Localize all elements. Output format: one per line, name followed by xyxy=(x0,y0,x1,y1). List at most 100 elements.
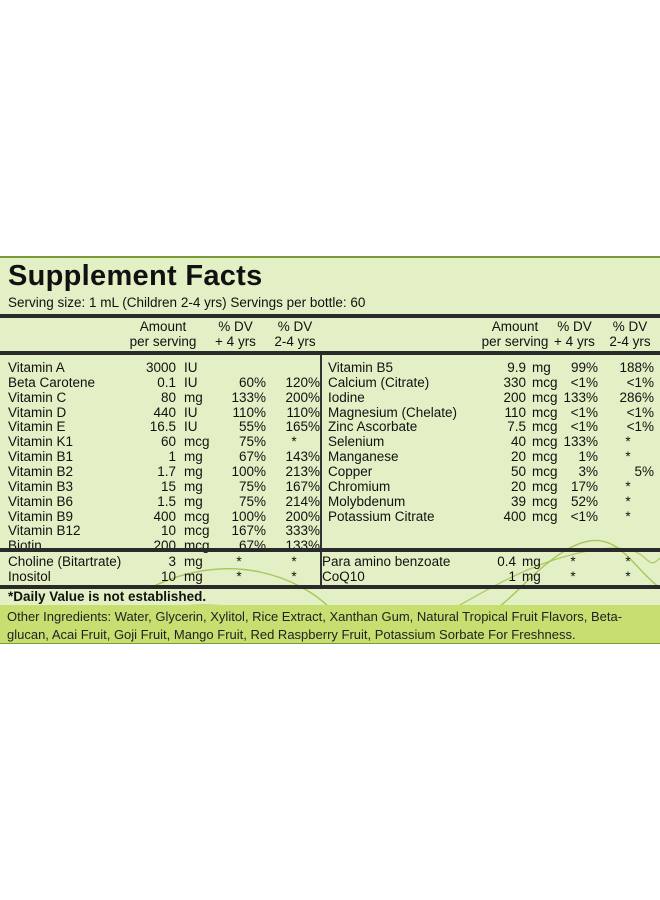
nutrient-dv-4yrs: 67% xyxy=(238,449,266,465)
nutrient-dv-2-4yrs: 286% xyxy=(619,389,654,405)
nutrient-dv-4yrs: 1% xyxy=(578,449,598,465)
nutrient-amount: 3000 xyxy=(145,360,176,375)
nutrient-dv-2-4yrs: 200% xyxy=(285,508,320,524)
nutrient-dv-4yrs: 133% xyxy=(231,389,266,405)
nutrient-unit: mcg xyxy=(532,449,558,465)
nutrient-row: Selenium 40 mcg 133% * xyxy=(0,434,660,449)
nutrient-name: Vitamin B9 xyxy=(8,508,74,524)
nutrient-row: Vitamin A 3000 IU xyxy=(0,360,660,375)
nutrient-unit: mcg xyxy=(532,419,558,435)
header-dv-2-4yrs: % DV 2-4 yrs xyxy=(274,319,316,349)
nutrient-dv-2-4yrs: * xyxy=(625,569,631,584)
nutrient-unit: mg xyxy=(184,478,203,494)
nutrient-amount: 1 xyxy=(168,449,176,465)
nutrient-row: Vitamin B12 10 mcg 167% 333% xyxy=(0,523,660,538)
nutrient-dv-4yrs: <1% xyxy=(570,374,598,390)
nutrient-dv-4yrs: 75% xyxy=(238,434,266,450)
nutrient-row: Copper 50 mcg 3% 5% xyxy=(0,464,660,479)
panel-title: Supplement Facts xyxy=(8,260,263,292)
nutrient-amount: 0.4 xyxy=(497,554,516,569)
nutrient-amount: 10 xyxy=(160,569,176,584)
nutrient-unit: mg xyxy=(532,360,551,375)
nutrient-row: Vitamin E 16.5 IU 55% 165% xyxy=(0,419,660,434)
nutrient-dv-2-4yrs: * xyxy=(291,554,297,569)
nutrient-name: Vitamin B5 xyxy=(328,360,394,375)
nutrient-dv-2-4yrs: 120% xyxy=(285,374,320,390)
nutrient-amount: 330 xyxy=(503,374,526,390)
nutrient-name: Potassium Citrate xyxy=(328,508,435,524)
header-amount: Amount per serving xyxy=(129,319,197,349)
nutrient-name: Copper xyxy=(328,463,373,479)
nutrient-dv-4yrs: 99% xyxy=(570,360,598,375)
nutrient-dv-4yrs: 55% xyxy=(238,419,266,435)
nutrient-name: Iodine xyxy=(328,389,365,405)
nutrient-dv-2-4yrs: 333% xyxy=(285,523,320,539)
nutrient-unit: mg xyxy=(184,569,203,584)
nutrient-amount: 440 xyxy=(153,404,176,420)
nutrient-dv-4yrs: <1% xyxy=(570,404,598,420)
nutrient-unit: mcg xyxy=(532,389,558,405)
nutrient-row: Vitamin B9 400 mcg 100% 200% xyxy=(0,509,660,524)
daily-value-note: *Daily Value is not established. xyxy=(8,589,207,604)
rule-above-other-nutrients xyxy=(0,548,660,552)
nutrient-dv-4yrs: * xyxy=(570,569,576,584)
nutrient-name: Inositol xyxy=(8,569,51,584)
nutrient-dv-2-4yrs: * xyxy=(625,449,631,465)
nutrient-row: Vitamin B3 15 mg 75% 167% xyxy=(0,479,660,494)
nutrient-row: Chromium 20 mcg 17% * xyxy=(0,479,660,494)
nutrient-dv-4yrs: 167% xyxy=(231,523,266,539)
nutrient-row: Vitamin B5 9.9 mg 99% 188% xyxy=(0,360,660,375)
supplement-facts-panel: Supplement Facts Serving size: 1 mL (Chi… xyxy=(0,256,660,644)
nutrient-amount: 3 xyxy=(168,554,176,569)
nutrient-dv-2-4yrs: * xyxy=(291,569,297,584)
nutrient-amount: 1.7 xyxy=(157,463,176,479)
nutrient-row: Inositol 10 mg * * xyxy=(0,569,660,584)
nutrient-dv-2-4yrs: * xyxy=(625,434,631,450)
nutrient-row: Potassium Citrate 400 mcg <1% * xyxy=(0,509,660,524)
nutrient-dv-4yrs: 3% xyxy=(578,463,598,479)
nutrient-dv-4yrs: 133% xyxy=(563,389,598,405)
nutrient-name: Vitamin B12 xyxy=(8,523,81,539)
rule-above-note xyxy=(0,585,660,589)
nutrient-unit: mcg xyxy=(532,508,558,524)
nutrient-dv-2-4yrs: 213% xyxy=(285,463,320,479)
nutrient-unit: mcg xyxy=(184,523,210,539)
nutrient-name: Beta Carotene xyxy=(8,374,96,390)
nutrient-dv-4yrs: 100% xyxy=(231,508,266,524)
nutrient-amount: 10 xyxy=(160,523,176,539)
nutrient-amount: 110 xyxy=(504,404,526,420)
nutrient-dv-4yrs: 75% xyxy=(238,493,266,509)
nutrient-row: Vitamin B2 1.7 mg 100% 213% xyxy=(0,464,660,479)
rule-under-headers xyxy=(0,351,660,355)
nutrient-row: Manganese 20 mcg 1% * xyxy=(0,449,660,464)
nutrient-dv-2-4yrs: <1% xyxy=(626,404,654,420)
nutrient-amount: 50 xyxy=(510,463,526,479)
nutrient-name: Selenium xyxy=(328,434,385,450)
nutrient-amount: 7.5 xyxy=(507,419,526,435)
nutrient-name: Molybdenum xyxy=(328,493,406,509)
nutrient-row: Vitamin C 80 mg 133% 200% xyxy=(0,390,660,405)
nutrient-row: Vitamin B1 1 mg 67% 143% xyxy=(0,449,660,464)
nutrient-name: Vitamin B1 xyxy=(8,449,74,465)
nutrient-unit: mg xyxy=(184,554,203,569)
nutrient-amount: 400 xyxy=(153,508,176,524)
nutrient-dv-2-4yrs: 110% xyxy=(286,404,320,420)
nutrient-dv-2-4yrs: <1% xyxy=(626,374,654,390)
nutrient-dv-4yrs: * xyxy=(570,554,576,569)
nutrient-row: Choline (Bitartrate) 3 mg * * xyxy=(0,554,660,569)
nutrient-row: Para amino benzoate 0.4 mg * * xyxy=(0,554,660,569)
nutrient-unit: mcg xyxy=(532,478,558,494)
nutrient-name: Magnesium (Chelate) xyxy=(328,404,458,420)
nutrient-row: Magnesium (Chelate) 110 mcg <1% <1% xyxy=(0,405,660,420)
nutrient-row: Molybdenum 39 mcg 52% * xyxy=(0,494,660,509)
nutrient-row: Vitamin B6 1.5 mg 75% 214% xyxy=(0,494,660,509)
nutrient-unit: mcg xyxy=(184,434,210,450)
column-divider-lower xyxy=(320,552,322,585)
nutrient-unit: mg xyxy=(522,569,541,584)
nutrient-dv-2-4yrs: 188% xyxy=(619,360,654,375)
nutrient-name: Para amino benzoate xyxy=(322,554,451,569)
nutrient-unit: IU xyxy=(184,360,198,375)
nutrient-name: Vitamin C xyxy=(8,389,67,405)
nutrient-unit: mg xyxy=(522,554,541,569)
nutrient-unit: mcg xyxy=(532,463,558,479)
